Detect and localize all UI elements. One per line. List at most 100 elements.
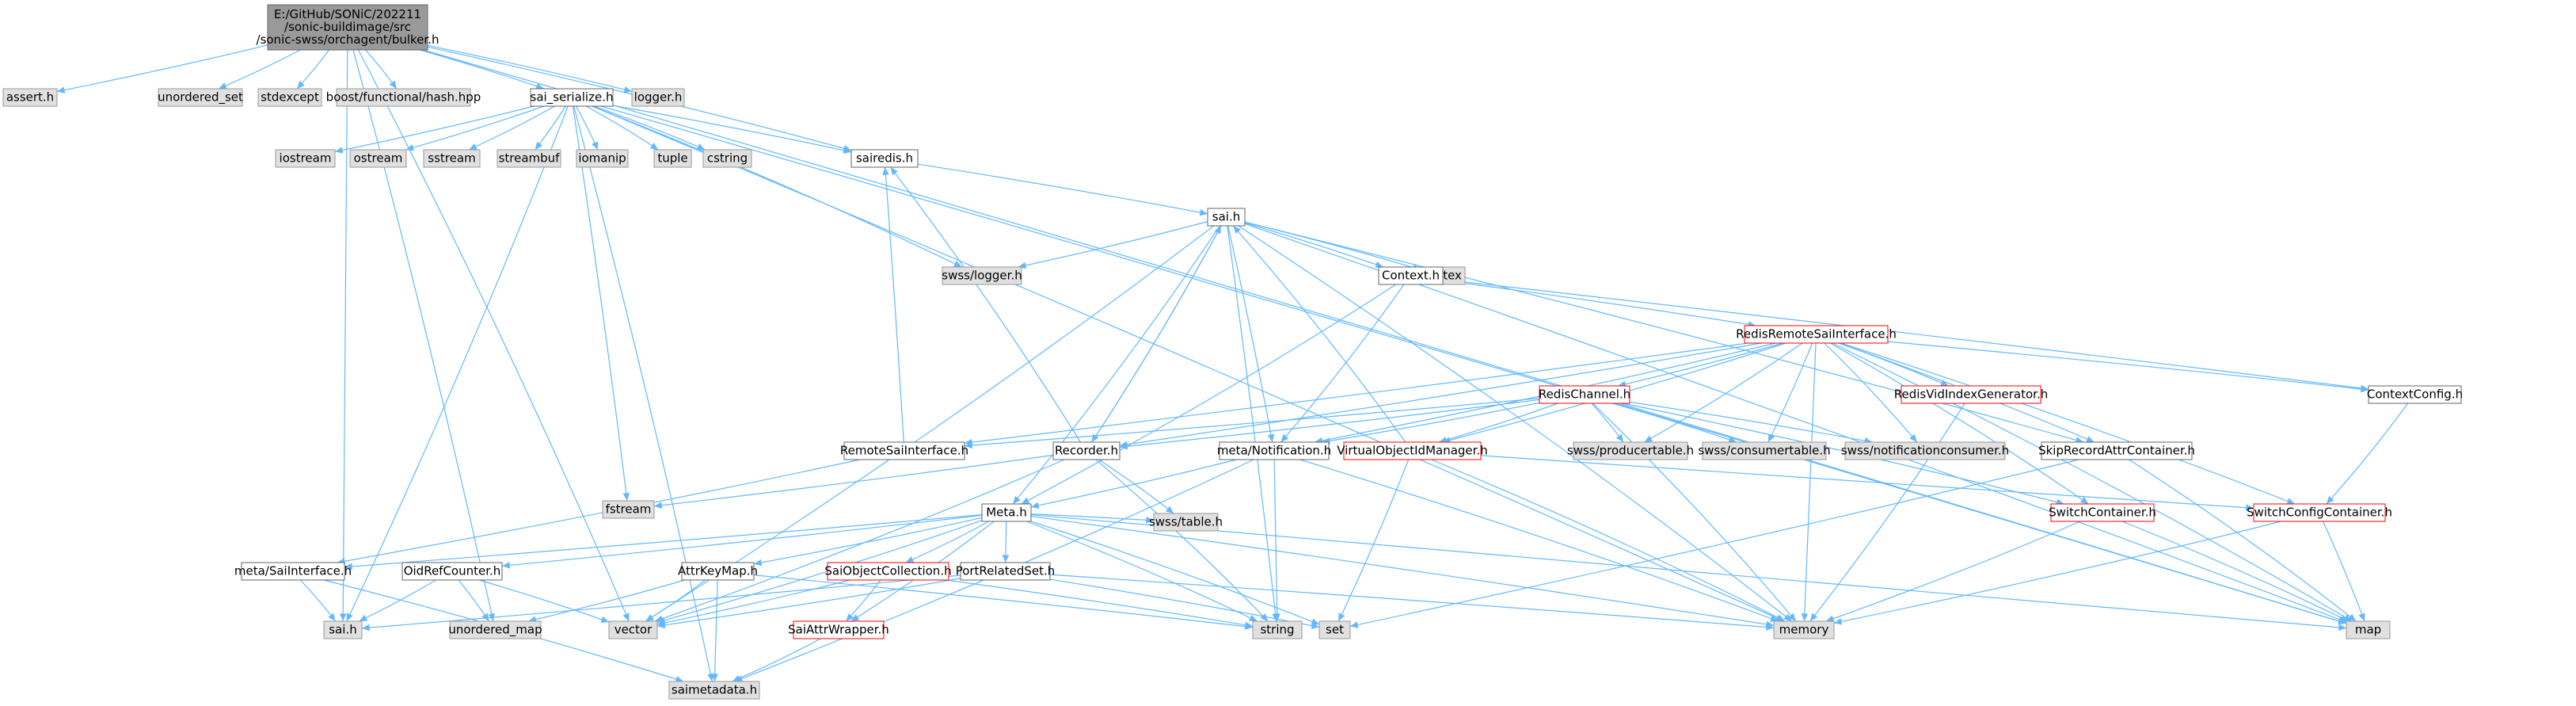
node-label: fstream xyxy=(606,502,652,517)
edge-vobjid-to-set xyxy=(1337,459,1410,622)
node-metanotif[interactable]: meta/Notification.h xyxy=(1217,441,1331,460)
node-stdexcept[interactable]: stdexcept xyxy=(257,88,322,107)
edge-sai-to-swss_logger xyxy=(1018,221,1208,269)
node-label: RedisChannel.h xyxy=(1539,387,1630,402)
node-string[interactable]: string xyxy=(1252,620,1303,639)
edge-recorder-to-sairedis xyxy=(890,166,1081,443)
node-vobjid[interactable]: VirtualObjectIdManager.h xyxy=(1337,441,1488,460)
edge-rrsi-to-remotesai xyxy=(964,342,1748,446)
node-label: iostream xyxy=(280,151,332,166)
node-box xyxy=(1773,620,1835,639)
node-cstring[interactable]: cstring xyxy=(702,149,752,168)
edge-sai_serialize-to-swss_logger xyxy=(592,105,962,268)
edge-oidref-to-vector xyxy=(478,579,610,623)
node-switchconfigcontainer[interactable]: SwitchConfigContainer.h xyxy=(2247,503,2392,522)
node-swss_logger[interactable]: swss/logger.h xyxy=(942,266,1022,285)
node-iomanip[interactable]: iomanip xyxy=(576,149,629,168)
node-fstream[interactable]: fstream xyxy=(602,500,655,519)
edge-vobjid-to-sai xyxy=(1232,225,1406,443)
node-consumertable[interactable]: swss/consumertable.h xyxy=(1698,441,1831,460)
node-remotesai[interactable]: RemoteSaiInterface.h xyxy=(840,441,968,460)
node-portrelated[interactable]: PortRelatedSet.h xyxy=(956,562,1056,581)
edge-portrelated-to-memory xyxy=(1049,574,1775,631)
node-sairedis[interactable]: sairedis.h xyxy=(850,149,919,168)
node-sstream[interactable]: sstream xyxy=(423,149,481,168)
node-producertable[interactable]: swss/producertable.h xyxy=(1567,441,1694,460)
node-swsstable[interactable]: swss/table.h xyxy=(1149,513,1223,532)
edge-rrsi-to-switchcontainer xyxy=(1829,342,2089,505)
node-saimetadata[interactable]: saimetadata.h xyxy=(668,681,760,700)
node-saih[interactable]: sai.h xyxy=(323,620,363,639)
edge-meta-to-saiobjcoll xyxy=(905,521,990,563)
node-map[interactable]: map xyxy=(2346,620,2391,639)
edge-rrsi-to-contextconfig xyxy=(1887,341,2369,393)
node-assert[interactable]: assert.h xyxy=(2,88,58,107)
node-skiprecord[interactable]: SkipRecordAttrContainer.h xyxy=(2038,441,2195,460)
node-notifconsumer[interactable]: swss/notificationconsumer.h xyxy=(1841,441,2009,460)
node-root[interactable]: E:/GitHub/SONiC/202211/sonic-buildimage/… xyxy=(257,4,439,51)
node-box xyxy=(349,149,407,168)
node-box xyxy=(702,149,752,168)
node-memory[interactable]: memory xyxy=(1773,620,1835,639)
edge-attrkeymap-to-unordered_map xyxy=(528,579,685,623)
node-label: sairedis.h xyxy=(856,151,913,166)
edge-switchconfigcontainer-to-memory xyxy=(1833,521,2281,625)
edge-skiprecord-to-map xyxy=(2129,459,2357,622)
node-ostream[interactable]: ostream xyxy=(349,149,407,168)
node-streambuf[interactable]: streambuf xyxy=(497,149,561,168)
node-redischannel[interactable]: RedisChannel.h xyxy=(1539,385,1630,404)
node-box xyxy=(1207,208,1246,227)
edge-sai-to-memory xyxy=(1238,225,1792,622)
node-label: PortRelatedSet.h xyxy=(956,564,1056,578)
node-iostream[interactable]: iostream xyxy=(275,149,336,168)
node-saiattrwrapper[interactable]: SaiAttrWrapper.h xyxy=(788,620,889,639)
node-label: stdexcept xyxy=(261,90,319,105)
edge-context-to-meta xyxy=(1021,284,1397,505)
node-saiobjcoll[interactable]: SaiObjectCollection.h xyxy=(824,562,952,581)
node-oidref[interactable]: OidRefCounter.h xyxy=(401,562,503,581)
node-label: logger.h xyxy=(634,90,683,105)
node-box xyxy=(850,149,919,168)
node-sai_serialize[interactable]: sai_serialize.h xyxy=(530,88,614,107)
node-label: sai.h xyxy=(329,623,356,637)
node-context[interactable]: Context.h xyxy=(1378,266,1444,285)
node-label: swss/producertable.h xyxy=(1567,444,1694,458)
edge-meta-to-set xyxy=(1030,521,1320,625)
node-unordered_map[interactable]: unordered_map xyxy=(448,620,542,639)
node-box xyxy=(241,562,345,581)
node-unordered_set[interactable]: unordered_set xyxy=(158,88,243,107)
edge-redischannel-to-notifconsumer xyxy=(1629,401,1873,445)
node-contextconfig[interactable]: ContextConfig.h xyxy=(2367,385,2463,404)
edge-sai_serialize-to-sstream xyxy=(468,105,555,151)
node-logger[interactable]: logger.h xyxy=(631,88,685,107)
edge-portrelated-to-vector xyxy=(656,578,961,629)
node-boost_hash[interactable]: boost/functional/hash.hpp xyxy=(326,88,481,107)
node-vector[interactable]: vector xyxy=(608,620,658,639)
node-label: ContextConfig.h xyxy=(2367,387,2463,402)
node-rrsi[interactable]: RedisRemoteSaiInterface.h xyxy=(1736,325,1897,344)
edge-oidref-to-saih xyxy=(359,579,436,622)
edge-rrsi-to-switchconfigcontainer xyxy=(1840,342,2296,505)
edge-recorder-to-string xyxy=(1095,459,1269,622)
node-label: sai.h xyxy=(1212,210,1240,224)
node-meta[interactable]: Meta.h xyxy=(981,503,1032,522)
node-box xyxy=(576,149,629,168)
node-recorder[interactable]: Recorder.h xyxy=(1052,441,1121,460)
edge-sai_serialize-to-sairedis xyxy=(612,105,852,154)
node-label: AttrKeyMap.h xyxy=(678,564,758,578)
edge-sai_serialize-to-cstring xyxy=(593,105,706,151)
node-set[interactable]: set xyxy=(1318,620,1351,639)
edge-recorder-to-swsstable xyxy=(1098,459,1174,514)
node-metasai[interactable]: meta/SaiInterface.h xyxy=(234,562,352,581)
node-redisvid[interactable]: RedisVidIndexGenerator.h xyxy=(1894,385,2048,404)
node-sai[interactable]: sai.h xyxy=(1207,208,1246,227)
node-attrkeymap[interactable]: AttrKeyMap.h xyxy=(678,562,758,581)
node-label: unordered_set xyxy=(158,90,243,105)
edge-skiprecord-to-set xyxy=(1349,459,2079,628)
node-label: SaiObjectCollection.h xyxy=(824,564,951,578)
node-tuple[interactable]: tuple xyxy=(653,149,692,168)
edge-sai_serialize-to-memory xyxy=(592,105,1784,622)
node-switchcontainer[interactable]: SwitchContainer.h xyxy=(2049,503,2156,522)
node-box xyxy=(2368,385,2462,404)
